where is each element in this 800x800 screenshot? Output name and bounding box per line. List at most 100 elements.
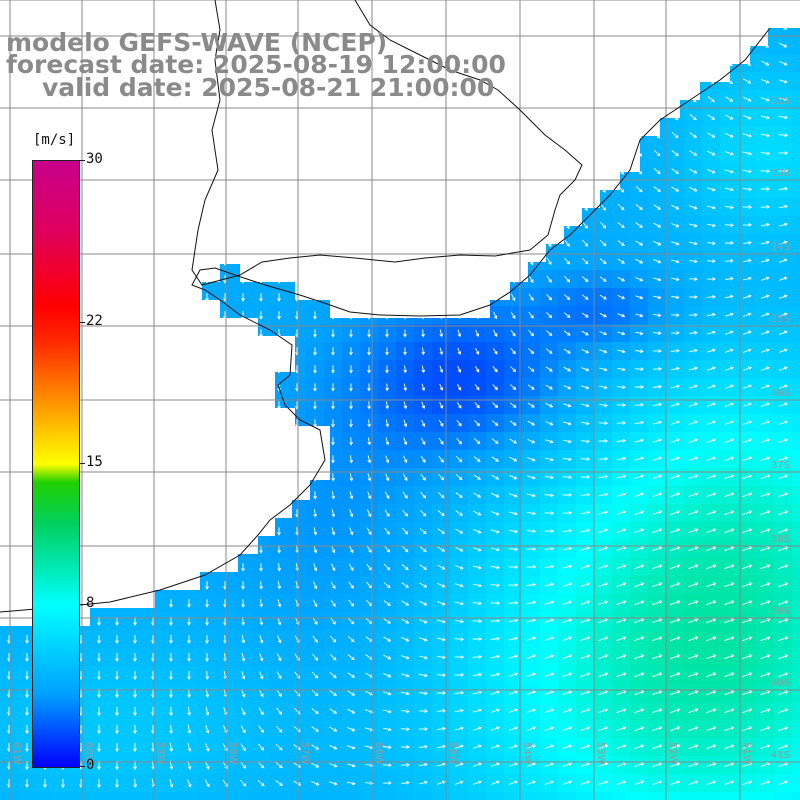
wind-arrow [437,564,446,570]
wind-arrow [472,744,482,749]
wind-arrow [688,600,699,606]
wind-arrow [688,780,699,786]
wind-arrow [133,635,137,644]
wind-arrow [562,672,573,678]
wind-arrow [670,672,681,678]
wind-arrow [653,168,661,175]
wind-arrow [456,419,462,427]
wind-arrow [635,331,644,336]
wind-arrow [527,457,536,462]
wind-arrow [778,654,789,660]
wind-arrow [349,383,353,392]
wind-arrow [418,655,428,660]
wind-arrow [331,401,335,410]
wind-arrow [187,599,191,608]
speed-cell [792,774,800,793]
wind-arrow [115,778,119,788]
wind-arrow [581,294,589,300]
title-forecast-date: forecast date: 2025-08-19 12:00:00 [6,50,506,79]
wind-arrow [349,455,354,464]
wind-arrow [367,365,371,374]
wind-arrow [778,708,789,714]
wind-arrow [582,239,589,247]
wind-arrow [562,493,573,497]
wind-arrow [526,780,536,785]
wind-arrow [544,475,554,480]
wind-arrow [544,726,555,732]
wind-arrow [385,473,390,482]
wind-arrow [725,114,734,120]
colorbar-tick-label: 22 [86,312,103,329]
wind-arrow [25,706,29,716]
wind-arrow [778,115,789,120]
colorbar [32,160,80,768]
wind-arrow [652,528,663,534]
wind-arrow [259,311,263,320]
wind-arrow [312,653,319,661]
wind-arrow [402,473,408,482]
wind-arrow [419,546,427,552]
wind-arrow [778,600,789,606]
coastline [0,27,771,613]
wind-arrow [400,691,410,696]
wind-arrow [598,546,609,552]
wind-arrow [455,510,464,516]
speed-cell [792,702,800,721]
wind-arrow [778,528,789,534]
wind-arrow [205,652,209,662]
wind-arrow [598,762,609,768]
wind-arrow [688,474,699,480]
wind-arrow [580,780,591,786]
wind-arrow [169,706,173,716]
wind-arrow [277,293,281,302]
wind-arrow [653,295,662,300]
wind-arrow [778,348,788,353]
wind-arrow [582,221,588,229]
speed-cell [36,792,55,800]
wind-arrow [348,563,354,572]
wind-arrow [562,457,572,462]
wind-arrow [580,439,590,444]
wind-arrow [616,744,627,750]
wind-arrow [419,619,428,624]
wind-arrow [491,474,500,480]
wind-arrow [778,546,789,552]
wind-arrow [760,151,771,156]
wind-arrow [599,349,608,354]
wind-arrow [383,654,392,660]
wind-arrow [760,528,771,534]
wind-arrow [439,401,444,409]
wind-arrow [580,475,591,479]
wind-arrow [403,347,407,356]
wind-arrow [367,419,372,428]
wind-arrow [580,582,591,588]
wind-arrow [652,492,663,498]
wind-arrow [706,402,716,407]
wind-arrow [509,474,518,480]
wind-arrow [671,186,680,192]
wind-arrow [778,672,789,678]
wind-arrow [508,744,518,749]
wind-arrow [634,456,645,461]
wind-arrow [706,744,717,750]
title-valid-date: valid date: 2025-08-21 21:00:00 [42,73,495,102]
wind-arrow [706,438,717,444]
wind-arrow [329,763,338,768]
longitude-label: 56W [373,742,384,765]
wind-arrow [760,474,771,480]
wind-arrow [474,365,480,373]
wind-arrow [580,546,591,551]
wind-arrow [688,726,699,732]
wind-arrow [688,636,699,642]
wind-arrow [400,709,410,714]
wind-arrow [670,420,680,425]
wind-arrow [724,205,734,210]
wind-arrow [277,527,281,536]
wind-arrow [457,383,462,391]
speed-cell [792,576,800,595]
wind-arrow [331,347,335,356]
wind-arrow [241,689,246,698]
wind-arrow [778,133,789,138]
wind-arrow [670,438,681,443]
wind-arrow [724,474,735,480]
